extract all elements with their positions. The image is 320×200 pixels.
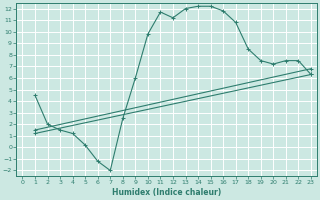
X-axis label: Humidex (Indice chaleur): Humidex (Indice chaleur) xyxy=(112,188,221,197)
